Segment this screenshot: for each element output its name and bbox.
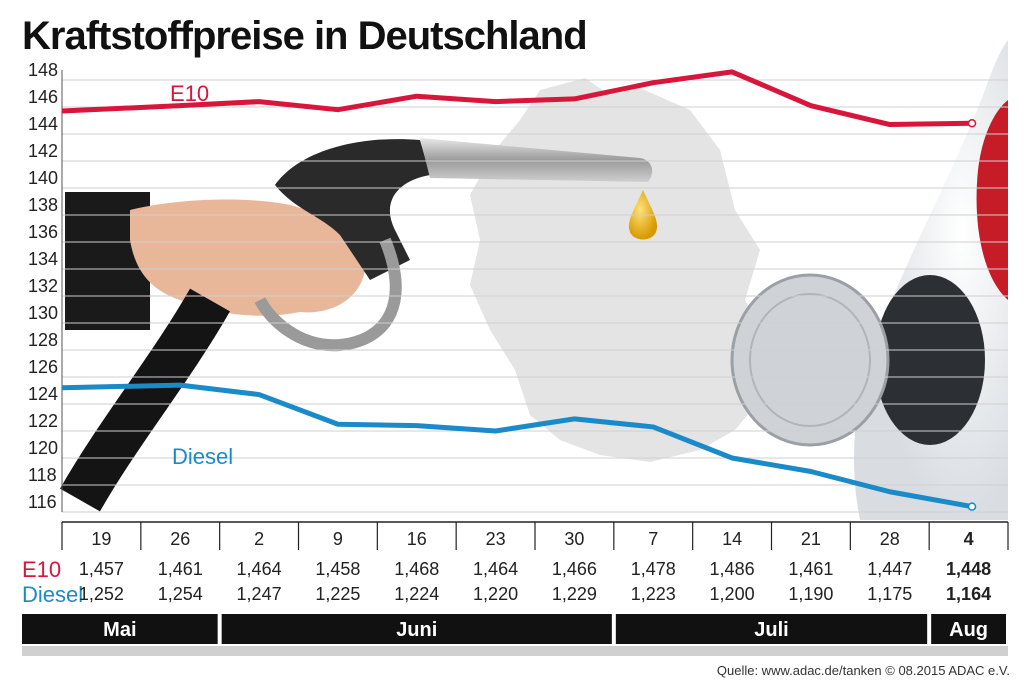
- y-tick-label: 124: [28, 384, 58, 404]
- value-table: E10 1,457 1,461 1,464 1,458 1,468 1,464 1,466 1,…: [22, 557, 991, 607]
- x-tick-label: 2: [254, 529, 264, 549]
- y-tick-label: 136: [28, 222, 58, 242]
- series-line-diesel: [61, 382, 973, 510]
- chart-title: Kraftstoffpreise in Deutschland: [22, 14, 588, 58]
- background-illustration: [60, 40, 1008, 520]
- value-diesel: 1,229: [552, 584, 597, 604]
- tail-light-icon: [976, 100, 1008, 300]
- y-tick-label: 128: [28, 330, 58, 350]
- value-e10: 1,464: [473, 559, 518, 579]
- y-tick-label: 148: [28, 60, 58, 80]
- y-tick-label: 116: [28, 492, 57, 512]
- month-label: Juni: [396, 619, 437, 641]
- value-e10: 1,457: [79, 559, 124, 579]
- y-tick-label: 132: [28, 276, 58, 296]
- value-e10: 1,458: [315, 559, 360, 579]
- value-e10: 1,461: [788, 559, 833, 579]
- x-tick-label: 23: [486, 529, 506, 549]
- fuel-cap-icon: [730, 273, 890, 447]
- end-point-e10: [967, 118, 977, 128]
- value-diesel: 1,252: [79, 584, 124, 604]
- y-tick-label: 118: [28, 465, 57, 485]
- x-tick-label: 14: [722, 529, 742, 549]
- x-tick-label: 26: [170, 529, 190, 549]
- y-tick-label: 144: [28, 114, 58, 134]
- value-diesel: 1,164: [946, 584, 991, 604]
- y-tick-label: 130: [28, 303, 58, 323]
- value-e10: 1,478: [631, 559, 676, 579]
- row-label-diesel: Diesel: [22, 582, 83, 607]
- end-point-diesel: [967, 502, 977, 511]
- footer-strip: [22, 646, 1008, 656]
- x-tick-label: 30: [564, 529, 584, 549]
- value-e10: 1,486: [710, 559, 755, 579]
- series-lines: E10 Diesel: [61, 69, 977, 511]
- value-diesel: 1,223: [631, 584, 676, 604]
- month-bar-aug: [931, 614, 1006, 644]
- month-label: Juli: [754, 619, 788, 641]
- y-tick-label: 142: [28, 141, 58, 161]
- y-tick-label: 120: [28, 438, 58, 458]
- trigger-icon: [254, 237, 402, 352]
- series-line-e10: [61, 69, 973, 128]
- y-tick-label: 126: [28, 357, 58, 377]
- month-bar: Mai Juni Juli Aug: [22, 614, 1008, 656]
- hand-icon: [130, 199, 365, 316]
- value-diesel: 1,254: [158, 584, 203, 604]
- source-note: Quelle: www.adac.de/tanken © 08.2015 ADA…: [716, 663, 1010, 678]
- value-diesel: 1,200: [710, 584, 755, 604]
- month-label: Aug: [949, 619, 988, 641]
- series-label-e10: E10: [170, 81, 209, 106]
- value-e10: 1,468: [394, 559, 439, 579]
- value-diesel: 1,224: [394, 584, 439, 604]
- x-axis: 19 26 2 9 16 23 30 7 14 21 28 4: [61, 521, 1009, 550]
- x-tick-label: 28: [880, 529, 900, 549]
- value-e10: 1,461: [158, 559, 203, 579]
- series-label-diesel: Diesel: [172, 444, 233, 469]
- month-bar-mai: [22, 614, 218, 644]
- value-diesel: 1,220: [473, 584, 518, 604]
- value-diesel: 1,190: [788, 584, 833, 604]
- x-tick-label: 9: [333, 529, 343, 549]
- x-tick-label: 4: [964, 529, 974, 549]
- x-tick-label: 7: [648, 529, 658, 549]
- value-diesel: 1,225: [315, 584, 360, 604]
- month-bar-juni: [221, 614, 612, 644]
- value-e10: 1,447: [867, 559, 912, 579]
- value-diesel: 1,175: [867, 584, 912, 604]
- x-tick-label: 16: [407, 529, 427, 549]
- y-tick-label: 138: [28, 195, 58, 215]
- y-tick-label: 146: [28, 87, 58, 107]
- value-e10: 1,448: [946, 559, 991, 579]
- nozzle-spout-icon: [420, 138, 653, 182]
- month-label: Mai: [103, 619, 136, 641]
- hose-icon: [60, 288, 230, 512]
- fuel-door-icon: [875, 275, 985, 445]
- y-tick-label: 134: [28, 249, 58, 269]
- value-e10: 1,466: [552, 559, 597, 579]
- y-tick-label: 140: [28, 168, 58, 188]
- x-tick-label: 19: [91, 529, 111, 549]
- month-bar-juli: [615, 614, 928, 644]
- value-diesel: 1,247: [237, 584, 282, 604]
- x-tick-label: 21: [801, 529, 821, 549]
- y-tick-label: 122: [28, 411, 58, 431]
- row-label-e10: E10: [22, 557, 61, 582]
- value-e10: 1,464: [237, 559, 282, 579]
- grid: [61, 70, 1008, 513]
- y-axis: 116 118 120 122 124 126 128 130 132 134 136 138 140 1…: [28, 60, 58, 512]
